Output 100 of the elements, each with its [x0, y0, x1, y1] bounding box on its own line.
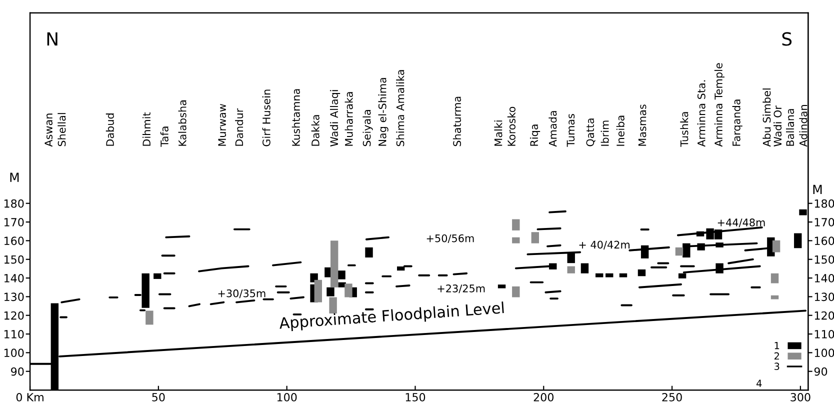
- bar: [794, 233, 802, 248]
- annotation: Wadi Allaqi: [330, 90, 340, 146]
- bar: [344, 284, 352, 298]
- x-tick-label: 250: [662, 392, 682, 402]
- legend-label: 3: [774, 362, 780, 370]
- y2-tick-label: 90: [814, 367, 828, 376]
- bar: [512, 219, 520, 230]
- annotation: Ibrim: [600, 120, 609, 146]
- annotation: Murwaw: [218, 104, 226, 146]
- y2-tick-label: 130: [814, 292, 834, 302]
- annotation: Kalabsha: [178, 100, 186, 146]
- bar: [770, 295, 779, 300]
- bar: [619, 273, 628, 278]
- annotation: Masmas: [638, 104, 646, 146]
- annotation: Dabud: [106, 114, 114, 146]
- annotation: Ineiba: [616, 116, 624, 146]
- bar: [512, 237, 520, 244]
- y-tick-label: 100: [4, 348, 24, 358]
- y2-tick-label: 140: [814, 274, 834, 282]
- y2-tick-label: 160: [814, 236, 834, 246]
- annotation: Seiyala: [362, 110, 373, 146]
- annotation: +30/35m: [218, 289, 266, 298]
- bar: [512, 286, 520, 298]
- y2-tick-label: 110: [814, 330, 834, 338]
- annotation: Korosko: [507, 106, 516, 146]
- bar: [580, 263, 589, 274]
- bar: [596, 273, 604, 278]
- annotation: Tumas: [566, 114, 575, 147]
- x-tick-label: 300: [790, 392, 810, 402]
- y-tick-label: 120: [4, 311, 24, 320]
- annotation: Dakka: [311, 115, 320, 146]
- x-tick-label: 0 Km: [16, 392, 44, 402]
- bar: [338, 270, 346, 280]
- annotation: Riqa: [530, 124, 540, 146]
- bar: [146, 310, 154, 325]
- annotation: Shima Amalika: [396, 70, 404, 146]
- y-tick-label: 90: [11, 367, 24, 376]
- x-tick-label: 100: [277, 392, 297, 402]
- annotation: Girf Husein: [262, 90, 270, 146]
- bar: [326, 287, 334, 296]
- annotation: Tushka: [680, 112, 688, 147]
- annotation: Approximate Floodplain Level: [278, 301, 504, 332]
- bar: [638, 269, 646, 276]
- annotation: Abu Simbel: [762, 88, 771, 147]
- y-tick-label: 110: [4, 330, 24, 338]
- bar: [498, 284, 506, 288]
- bar: [675, 247, 684, 256]
- bar: [606, 273, 614, 278]
- annotation: Dihmit: [142, 112, 150, 146]
- annotation: Adindan: [799, 105, 808, 147]
- y2-axis-title: M: [813, 184, 822, 194]
- bar: [772, 240, 780, 252]
- bar: [567, 266, 575, 274]
- bar: [330, 240, 338, 288]
- y-tick-label: 170: [4, 218, 24, 226]
- y-axis-title: M: [10, 172, 19, 182]
- annotation: Kushtamna: [292, 89, 300, 146]
- y-tick-label: 160: [4, 236, 24, 246]
- annotation: +50/56m: [426, 234, 474, 244]
- bar: [329, 297, 337, 314]
- annotation: Malki: [494, 120, 502, 146]
- annotation: S: [782, 32, 792, 46]
- x-tick-label: 150: [406, 392, 426, 402]
- annotation: N: [47, 32, 58, 46]
- annotation: Arminna Temple: [714, 63, 724, 147]
- annotation: +44/48m: [718, 218, 765, 228]
- x-tick-label: 50: [152, 392, 165, 402]
- y2-tick-label: 120: [814, 311, 834, 320]
- bar: [531, 232, 540, 244]
- annotation: Farqanda: [732, 100, 742, 146]
- annotation: + 40/42m: [579, 240, 630, 250]
- annotation: Nag el-Shima: [378, 78, 388, 146]
- annotation: Tafa: [160, 126, 168, 147]
- y-tick-label: 140: [4, 274, 24, 282]
- annotation: Shaturma: [452, 96, 462, 146]
- legend-label: 2: [774, 352, 779, 360]
- y2-tick-label: 150: [814, 255, 834, 264]
- y2-tick-label: 180: [814, 199, 834, 208]
- annotation: +23/25m: [438, 284, 485, 294]
- annotation: 4: [756, 380, 762, 387]
- annotation: Wadi Or: [774, 105, 782, 146]
- bar: [154, 273, 162, 279]
- annotation: Shellal: [58, 113, 66, 146]
- annotation: Dandur: [235, 108, 244, 146]
- annotation: Ballana: [786, 109, 794, 146]
- annotation: Aswan: [44, 114, 52, 147]
- bar: [770, 273, 779, 284]
- annotation: Qatta: [586, 118, 596, 146]
- y-tick-label: 130: [4, 292, 24, 302]
- annotation: Muharraka: [344, 92, 353, 146]
- x-tick-label: 200: [534, 392, 554, 402]
- y2-tick-label: 170: [814, 218, 834, 226]
- annotation: Amada: [548, 111, 557, 147]
- legend-label: 1: [774, 342, 780, 350]
- y-tick-label: 150: [4, 255, 24, 264]
- y-tick-label: 180: [4, 199, 24, 208]
- annotation: Arminna Sta.: [697, 80, 706, 147]
- y2-tick-label: 100: [814, 348, 834, 358]
- bar: [314, 280, 322, 302]
- bar: [365, 247, 373, 258]
